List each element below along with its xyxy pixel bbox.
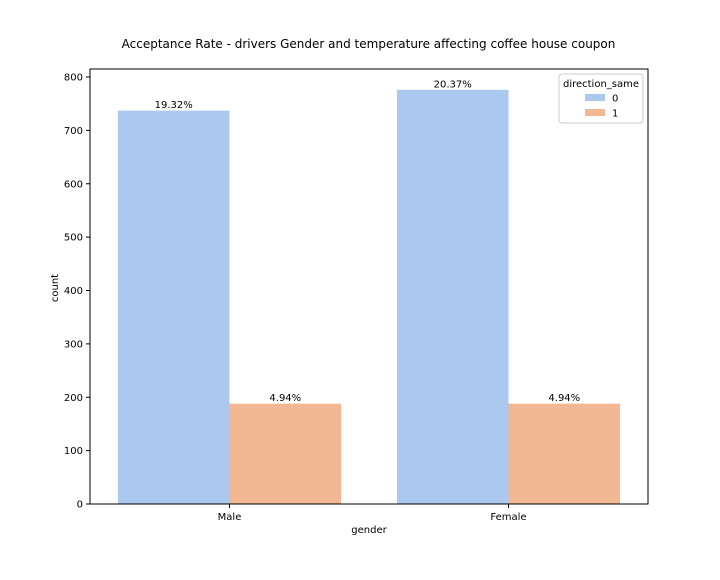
bar-series-1-0 [229,403,342,504]
bar-label-series-0-1: 20.37% [434,79,472,90]
y-tick-label-0: 0 [77,500,83,511]
y-tick-label-5: 500 [64,233,83,244]
bar-label-series-1-0: 4.94% [269,393,301,404]
y-tick-label-6: 600 [64,179,83,190]
bar-label-series-0-0: 19.32% [155,100,193,111]
legend-swatch-0 [585,94,605,101]
bar-labels: 19.32% 4.94% 20.37% 4.94% [155,79,581,404]
x-tick-label-0: Male [218,512,242,523]
x-axis: Male Female [218,504,527,523]
y-tick-label-3: 300 [64,339,83,350]
bar-label-series-1-1: 4.94% [548,393,580,404]
y-tick-label-4: 400 [64,286,83,297]
y-tick-label-8: 800 [64,73,83,84]
legend-title: direction_same [563,79,639,90]
x-tick-label-1: Female [490,512,526,523]
legend-label-0: 0 [612,94,618,105]
legend-label-1: 1 [612,109,618,120]
legend: direction_same 0 1 [558,73,644,124]
bar-series-1-1 [508,403,621,504]
bars [117,89,621,505]
y-tick-label-2: 200 [64,393,83,404]
plot-frame [89,68,649,505]
chart-title: Acceptance Rate - drivers Gender and tem… [122,37,616,51]
y-tick-label-7: 700 [64,126,83,137]
x-axis-label: gender [351,525,387,536]
y-tick-label-1: 100 [64,446,83,457]
legend-swatch-1 [585,109,605,116]
bar-series-0-1 [396,89,509,504]
y-axis-label: count [50,274,61,302]
y-axis: 0 100 200 300 400 500 600 700 800 [64,73,90,511]
bar-series-0-0 [117,110,230,505]
